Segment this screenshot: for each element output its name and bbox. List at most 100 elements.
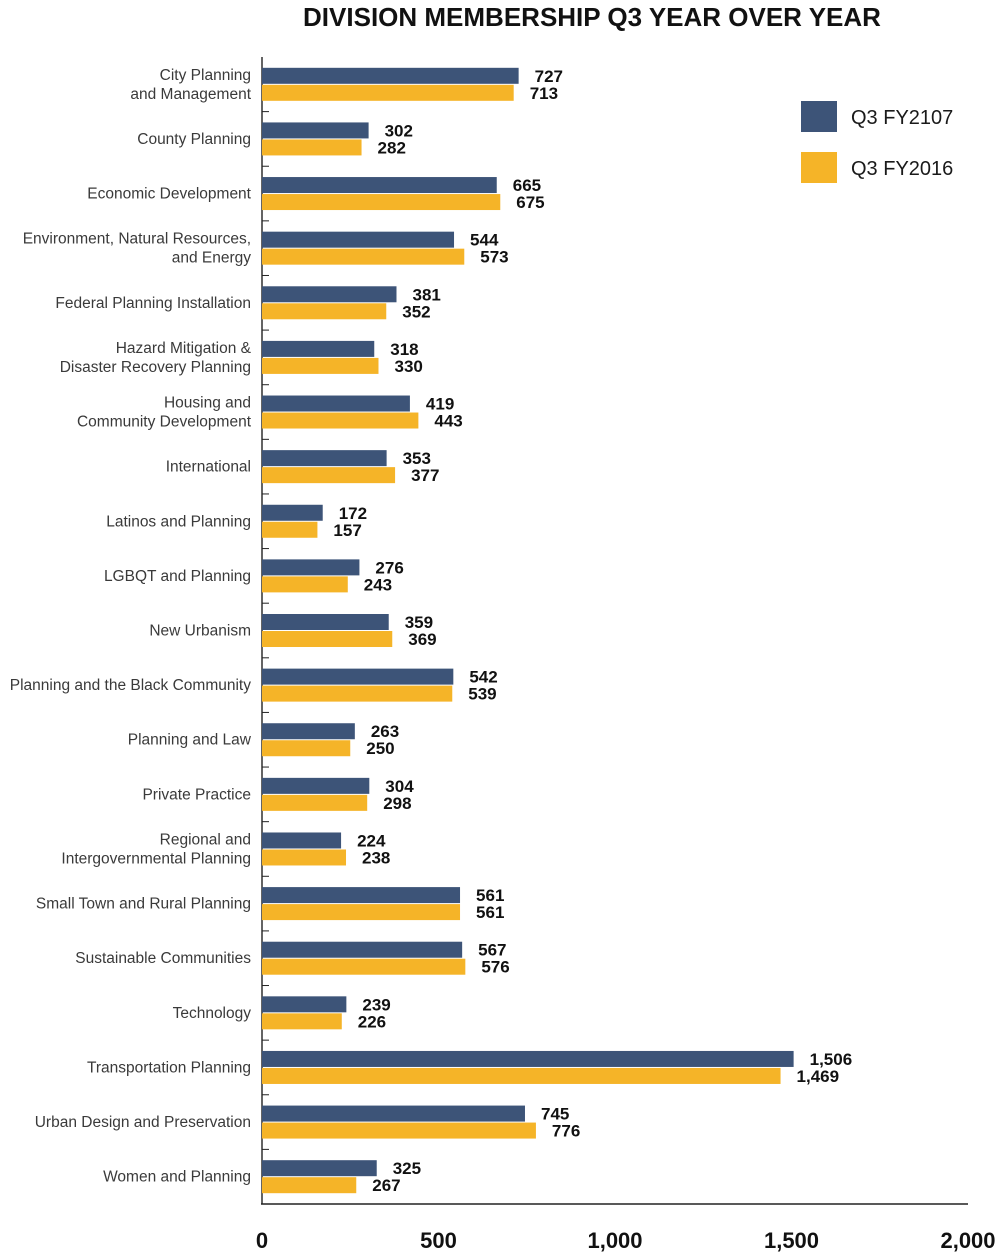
bar-series-2 bbox=[262, 521, 318, 538]
category-label: and Management bbox=[130, 86, 251, 103]
data-label: 359 bbox=[405, 613, 433, 632]
bar-series-1 bbox=[262, 395, 410, 412]
data-label: 352 bbox=[402, 302, 430, 321]
data-label: 567 bbox=[478, 941, 506, 960]
bar-series-1 bbox=[262, 1105, 525, 1122]
category-label: New Urbanism bbox=[149, 623, 251, 640]
data-label: 675 bbox=[516, 193, 544, 212]
data-label: 381 bbox=[412, 285, 440, 304]
data-label: 539 bbox=[468, 685, 496, 704]
bar-series-1 bbox=[262, 723, 355, 740]
bar-series-1 bbox=[262, 614, 389, 630]
legend-swatch-series-2 bbox=[801, 152, 837, 183]
category-label: Sustainable Communities bbox=[75, 950, 251, 967]
bar-series-1 bbox=[262, 887, 461, 904]
bar-series-1 bbox=[262, 1050, 794, 1067]
bar-series-1 bbox=[262, 177, 497, 194]
bar-series-2 bbox=[262, 631, 393, 647]
data-label: 267 bbox=[372, 1176, 400, 1195]
bar-series-1 bbox=[262, 996, 347, 1013]
bar-series-2 bbox=[262, 139, 362, 156]
bar-series-2 bbox=[262, 194, 501, 211]
bar-series-2 bbox=[262, 1067, 781, 1084]
category-label: Transportation Planning bbox=[87, 1059, 251, 1076]
category-label: Technology bbox=[173, 1005, 252, 1022]
data-label: 727 bbox=[535, 67, 563, 86]
x-tick-label: 1,000 bbox=[587, 1228, 642, 1253]
legend-label-series-2: Q3 FY2016 bbox=[851, 158, 953, 180]
bar-series-1 bbox=[262, 504, 323, 521]
x-tick-label: 2,000 bbox=[940, 1228, 995, 1253]
data-label: 304 bbox=[385, 777, 414, 796]
data-label: 276 bbox=[375, 558, 403, 577]
bar-series-2 bbox=[262, 467, 396, 484]
data-label: 157 bbox=[333, 521, 361, 540]
category-label: Hazard Mitigation & bbox=[116, 340, 252, 357]
plot-area: 0 500 1,000 1,500 2,000 City Planning and Mana… bbox=[10, 57, 996, 1253]
data-label: 561 bbox=[476, 886, 504, 905]
bar-series-1 bbox=[262, 1160, 377, 1177]
data-label: 665 bbox=[513, 176, 541, 195]
bar-series-1 bbox=[262, 122, 369, 139]
bar-series-2 bbox=[262, 849, 347, 866]
data-label: 713 bbox=[530, 84, 558, 103]
data-label: 573 bbox=[480, 248, 508, 267]
data-label: 443 bbox=[434, 412, 462, 431]
category-label: Economic Development bbox=[87, 186, 251, 203]
bar-series-2 bbox=[262, 904, 461, 921]
data-label: 544 bbox=[470, 231, 499, 250]
legend: Q3 FY2107 Q3 FY2016 bbox=[801, 101, 953, 183]
bar-series-1 bbox=[262, 832, 342, 849]
data-label: 226 bbox=[358, 1012, 386, 1031]
data-label: 419 bbox=[426, 395, 454, 414]
data-label: 369 bbox=[408, 630, 436, 649]
bar-series-2 bbox=[262, 794, 368, 811]
bar-series-2 bbox=[262, 1177, 357, 1194]
category-label: Housing and bbox=[164, 395, 251, 412]
data-label: 561 bbox=[476, 903, 504, 922]
bar-series-2 bbox=[262, 303, 387, 320]
x-tick-label: 0 bbox=[256, 1228, 268, 1253]
bar-series-2 bbox=[262, 576, 348, 593]
bar-series-2 bbox=[262, 1122, 536, 1139]
category-label: Private Practice bbox=[142, 786, 251, 803]
data-label: 172 bbox=[339, 504, 367, 523]
category-label: LGBQT and Planning bbox=[104, 568, 251, 585]
bar-series-2 bbox=[262, 248, 465, 265]
bar-series-1 bbox=[262, 941, 463, 958]
data-label: 576 bbox=[481, 958, 509, 977]
bar-series-1 bbox=[262, 777, 370, 794]
category-label: County Planning bbox=[137, 131, 251, 148]
data-label: 282 bbox=[378, 138, 406, 157]
category-label: Women and Planning bbox=[103, 1169, 251, 1186]
bar-series-2 bbox=[262, 1013, 342, 1030]
bar-series-1 bbox=[262, 668, 454, 685]
bar-series-1 bbox=[262, 67, 519, 84]
data-label: 776 bbox=[552, 1122, 580, 1141]
data-label: 238 bbox=[362, 848, 390, 867]
data-label: 224 bbox=[357, 831, 386, 850]
x-tick-label: 500 bbox=[420, 1228, 457, 1253]
data-label: 542 bbox=[469, 668, 497, 687]
category-label: Intergovernmental Planning bbox=[61, 850, 251, 867]
category-label: Planning and the Black Community bbox=[10, 677, 251, 694]
category-label: Latinos and Planning bbox=[106, 513, 251, 530]
bar-series-2 bbox=[262, 958, 466, 975]
data-label: 250 bbox=[366, 739, 394, 758]
data-label: 325 bbox=[393, 1159, 421, 1178]
data-label: 1,469 bbox=[797, 1067, 840, 1086]
category-label: Federal Planning Installation bbox=[55, 295, 251, 312]
category-label: Disaster Recovery Planning bbox=[60, 359, 251, 376]
category-label: Community Development bbox=[77, 414, 252, 431]
bar-series-1 bbox=[262, 450, 387, 467]
data-label: 302 bbox=[385, 121, 413, 140]
legend-label-series-1: Q3 FY2107 bbox=[851, 107, 953, 129]
data-label: 263 bbox=[371, 722, 399, 741]
bar-series-2 bbox=[262, 685, 453, 702]
category-label: Small Town and Rural Planning bbox=[36, 896, 251, 913]
category-label: Environment, Natural Resources, bbox=[23, 231, 251, 248]
chart-title: DIVISION MEMBERSHIP Q3 YEAR OVER YEAR bbox=[303, 2, 881, 32]
data-label: 377 bbox=[411, 466, 439, 485]
data-label: 318 bbox=[390, 340, 418, 359]
